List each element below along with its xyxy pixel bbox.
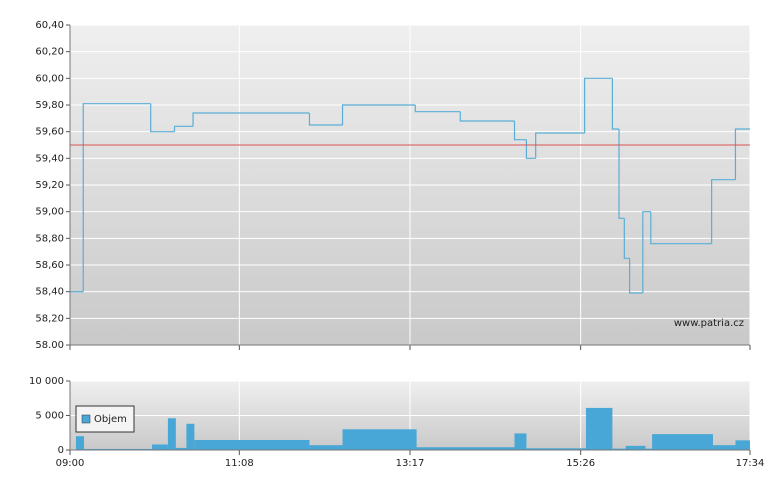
volume-bar <box>342 429 417 450</box>
watermark: www.patria.cz <box>674 318 744 329</box>
x-tick-label: 09:00 <box>56 458 85 469</box>
volume-bar <box>186 423 195 450</box>
volume-bar <box>735 440 750 450</box>
price-step <box>525 139 536 159</box>
volume-bar <box>585 407 613 450</box>
legend-label: Objem <box>94 414 127 425</box>
volume-bar <box>416 447 515 450</box>
price-step <box>173 125 194 132</box>
volume-bar <box>175 447 187 450</box>
price-step <box>414 105 461 113</box>
price-step <box>459 111 515 122</box>
volume-bar <box>152 444 168 450</box>
volume-bar <box>526 448 586 450</box>
y-tick-label: 58,20 <box>35 313 64 324</box>
volume-bar <box>309 445 343 450</box>
volume-bar <box>194 439 310 450</box>
price-step <box>341 104 416 125</box>
y-tick-label: 60,40 <box>35 20 64 31</box>
y-tick-label: 5 000 <box>35 411 64 422</box>
y-tick-label: 60,00 <box>35 73 64 84</box>
y-tick-label: 59,40 <box>35 153 64 164</box>
y-tick-label: 10 000 <box>29 376 64 387</box>
price-step <box>642 211 651 293</box>
volume-bar <box>625 445 646 450</box>
volume-bar <box>645 448 653 450</box>
y-tick-label: 58,80 <box>35 233 64 244</box>
y-tick-label: 0 <box>58 445 64 456</box>
price-step <box>623 218 630 259</box>
volume-bar <box>84 448 153 450</box>
x-tick-label: 13:17 <box>396 458 425 469</box>
y-tick-label: 59,80 <box>35 100 64 111</box>
price-step <box>650 211 712 245</box>
x-tick-label: 15:26 <box>566 458 595 469</box>
volume-bar <box>75 436 85 450</box>
price-step <box>711 179 736 244</box>
price-step <box>535 132 585 159</box>
volume-bar <box>514 433 527 450</box>
price-step <box>734 128 750 180</box>
price-step <box>629 258 643 294</box>
y-tick-label: 58,40 <box>35 287 64 298</box>
y-tick-label: 59,60 <box>35 127 64 138</box>
price-step <box>150 103 175 133</box>
y-tick-label: 58,60 <box>35 260 64 271</box>
volume-bar <box>652 434 713 450</box>
price-step <box>584 77 613 133</box>
volume-bar <box>612 448 626 450</box>
y-tick-label: 58.00 <box>35 340 64 351</box>
y-tick-label: 59,00 <box>35 207 64 218</box>
price-step <box>513 121 527 141</box>
y-tick-label: 59,20 <box>35 180 64 191</box>
volume-bar <box>167 418 176 450</box>
x-tick-label: 17:34 <box>736 458 765 469</box>
y-tick-label: 60,20 <box>35 47 64 58</box>
price-step <box>308 113 343 126</box>
x-tick-label: 11:08 <box>225 458 254 469</box>
price-step <box>611 78 620 130</box>
price-step <box>82 103 151 292</box>
price-step <box>618 129 625 219</box>
legend-swatch <box>81 414 91 424</box>
volume-bar <box>712 445 736 450</box>
price-step <box>192 112 310 127</box>
